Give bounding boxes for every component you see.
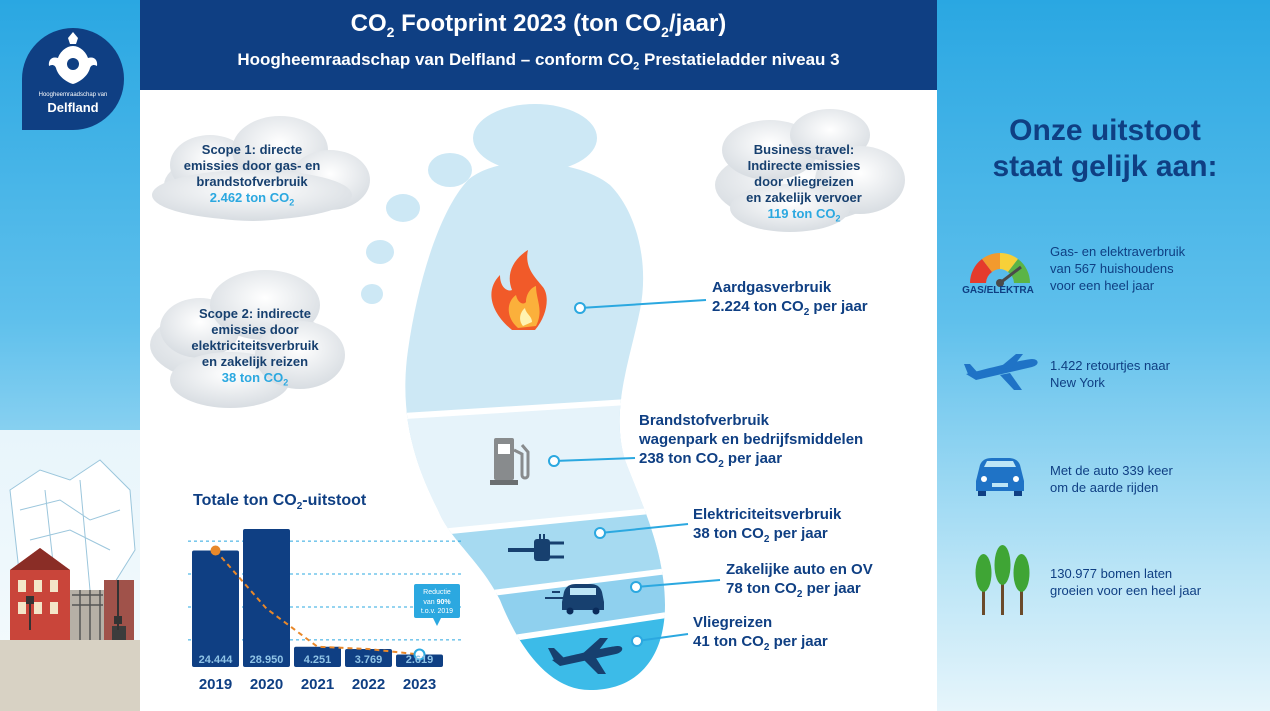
trend-start-point (210, 545, 221, 556)
trend-line (214, 549, 420, 656)
bar-value-label: 24.444 (199, 654, 234, 666)
chart-labels: 24.444 2019 28.950 2020 4.251 2021 3.769 2022 2.… (199, 654, 437, 693)
bar-value-label: 2.619 (406, 654, 434, 666)
label-vliegreizen: Vliegreizen 41 ton CO2 per jaar (693, 614, 828, 653)
bar-value-label: 4.251 (304, 654, 332, 666)
reduction-callout: Reductie van 90% t.o.v. 2019 (414, 584, 460, 626)
airplane-small-icon (548, 638, 623, 674)
trees-icon (975, 545, 1030, 615)
callout-line2: van 90% (423, 599, 451, 606)
x-tick-label: 2020 (250, 676, 283, 693)
cloud-scope2 (150, 270, 345, 408)
logo-subtitle: Hoogheemraadschap van (38, 92, 108, 98)
equivalent-flights: 1.422 retourtjes naar New York (1050, 358, 1170, 390)
toe-5 (361, 284, 383, 304)
bar-value-label: 3.769 (355, 654, 383, 666)
crest-icon (48, 32, 98, 84)
bar-2020 (243, 529, 290, 667)
connector-elec (594, 523, 689, 539)
label-brandstof: Brandstofverbruik wagenpark en bedrijfsm… (639, 412, 864, 470)
connector-flight (631, 633, 689, 647)
footprint-illustration (150, 104, 905, 690)
plug-icon (508, 534, 564, 561)
toe-3 (386, 194, 420, 222)
x-tick-label: 2019 (199, 676, 232, 693)
bar-chart: 24.444 2019 28.950 2020 4.251 2021 3.769 2022 2.… (188, 529, 462, 693)
callout-line3: t.o.v. 2019 (421, 608, 453, 615)
label-elektriciteit: Elektriciteitsverbruik 38 ton CO2 per ja… (693, 506, 842, 545)
cloud-business-travel (715, 109, 905, 232)
bar-2022 (345, 649, 392, 667)
equivalents-title: Onze uitstoot staat gelijk aan: (992, 114, 1218, 183)
delfland-logo: Hoogheemraadschap van Delfland (22, 28, 124, 130)
page-subtitle: Hoogheemraadschap van Delfland – conform… (237, 50, 840, 73)
bar-2019 (192, 550, 239, 667)
callout-line1: Reductie (423, 589, 451, 596)
car-small-icon (545, 584, 604, 615)
flame-icon (491, 250, 547, 330)
scope2-text: Scope 2: indirecte emissies door elektri… (191, 306, 319, 388)
toe-4 (366, 240, 394, 264)
connector-car (630, 579, 721, 593)
connector-fuel (548, 455, 636, 467)
gauge-label: GAS/ELEKTRA (962, 285, 1034, 296)
delft-building-illustration (0, 430, 140, 711)
cloud-scope1 (152, 116, 370, 221)
chart-trend (210, 545, 426, 661)
equivalent-gas: Gas- en elektraverbruik van 567 huishoud… (1050, 244, 1186, 293)
bar-2023 (396, 654, 443, 667)
connector-gas (574, 299, 707, 314)
car-icon (976, 458, 1024, 496)
equivalent-car: Met de auto 339 keer om de aarde rijden (1050, 463, 1173, 495)
airplane-icon (964, 354, 1038, 390)
label-aardgas: Aardgasverbruik 2.224 ton CO2 per jaar (712, 279, 868, 318)
logo-name: Delfland (47, 100, 99, 115)
fuel-pump-icon (490, 438, 530, 485)
x-tick-label: 2023 (403, 676, 436, 693)
equivalent-trees: 130.977 bomen laten groeien voor een hee… (1050, 566, 1202, 598)
x-tick-label: 2021 (301, 676, 334, 693)
toe-2 (428, 153, 472, 187)
x-tick-label: 2022 (352, 676, 385, 693)
bar-2021 (294, 646, 341, 667)
big-toe (473, 104, 597, 172)
scope1-text: Scope 1: directe emissies door gas- en b… (183, 142, 321, 208)
chart-bars (192, 529, 443, 667)
header-banner: CO2 Footprint 2023 (ton CO2/jaar) Hooghe… (140, 0, 937, 90)
bar-value-label: 28.950 (250, 654, 284, 666)
trend-end-point (413, 648, 426, 661)
gauge-icon (970, 253, 1030, 287)
label-zakelijke-auto: Zakelijke auto en OV 78 ton CO2 per jaar (726, 561, 873, 600)
business-travel-text: Business travel: Indirecte emissies door… (746, 142, 862, 224)
chart-title: Totale ton CO2-uitstoot (193, 492, 367, 513)
page-title: CO2 Footprint 2023 (ton CO2/jaar) (350, 10, 727, 40)
